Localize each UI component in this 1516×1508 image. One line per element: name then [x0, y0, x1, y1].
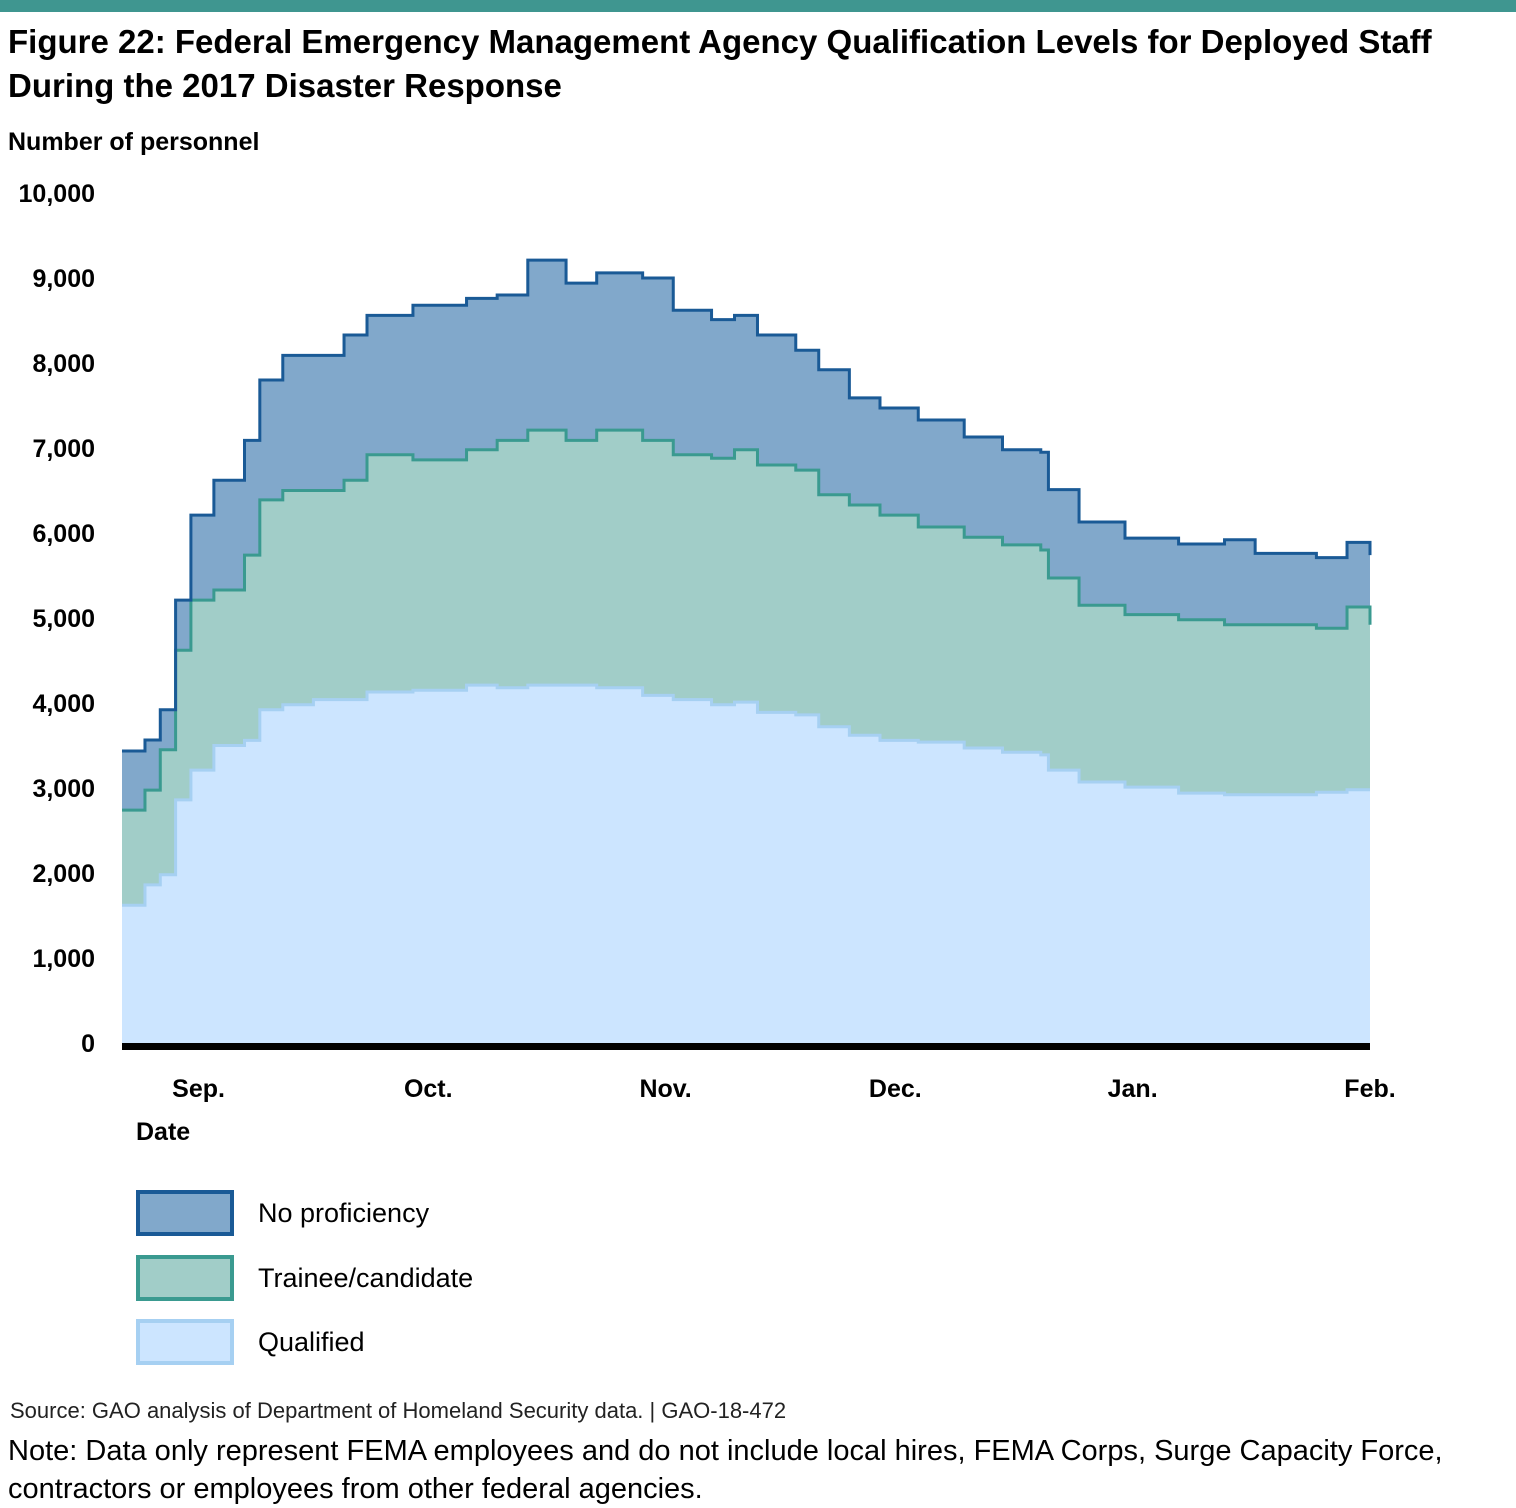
top-accent-bar — [0, 0, 1516, 12]
x-tick-label: Feb. — [1344, 1075, 1395, 1103]
line-no-proficiency — [122, 258, 1372, 753]
x-tick-label: Oct. — [404, 1075, 453, 1103]
x-tick-label: Dec. — [869, 1075, 922, 1103]
x-tick-label: Nov. — [639, 1075, 691, 1103]
x-tick-label: Sep. — [172, 1075, 225, 1103]
y-tick-label: 3,000 — [32, 775, 95, 803]
source-text: Source: GAO analysis of Department of Ho… — [10, 1398, 787, 1423]
y-tick-label: 2,000 — [32, 860, 95, 888]
y-tick-label: 7,000 — [32, 435, 95, 463]
legend-swatch — [136, 1190, 234, 1236]
y-tick-label: 9,000 — [32, 265, 95, 293]
y-tick-label: 0 — [81, 1030, 95, 1058]
legend-swatch — [136, 1319, 234, 1365]
line-qualified — [122, 683, 1370, 907]
legend-item-qualified: Qualified — [136, 1319, 365, 1365]
legend-swatch — [136, 1255, 234, 1301]
note-text: Note: Data only represent FEMA employees… — [8, 1435, 1443, 1505]
y-tick-label: 8,000 — [32, 350, 95, 378]
legend-item-no-proficiency: No proficiency — [136, 1190, 429, 1236]
chart: 0 1,000 2,000 3,000 4,000 5,000 6,000 7,000 8,00… — [19, 180, 1396, 1103]
area-no-proficiency — [122, 260, 1370, 811]
x-axis-label: Date — [136, 1118, 191, 1146]
y-axis-label: Number of personnel — [8, 128, 260, 156]
x-axis-baseline — [122, 1043, 1370, 1050]
area-trainee-candidate — [122, 430, 1370, 906]
x-tick-label: Jan. — [1108, 1075, 1158, 1103]
area-qualified — [122, 685, 1370, 1043]
y-tick-label: 4,000 — [32, 690, 95, 718]
legend-label: Qualified — [258, 1326, 365, 1357]
legend-item-trainee: Trainee/candidate — [136, 1255, 473, 1301]
y-tick-label: 5,000 — [32, 605, 95, 633]
y-tick-label: 10,000 — [19, 180, 95, 208]
legend-label: Trainee/candidate — [258, 1262, 474, 1293]
line-trainee-candidate — [122, 428, 1372, 812]
figure-title: Figure 22: Federal Emergency Management … — [8, 23, 1432, 104]
y-tick-label: 1,000 — [32, 945, 95, 973]
y-tick-label: 6,000 — [32, 520, 95, 548]
legend-label: No proficiency — [258, 1197, 430, 1228]
